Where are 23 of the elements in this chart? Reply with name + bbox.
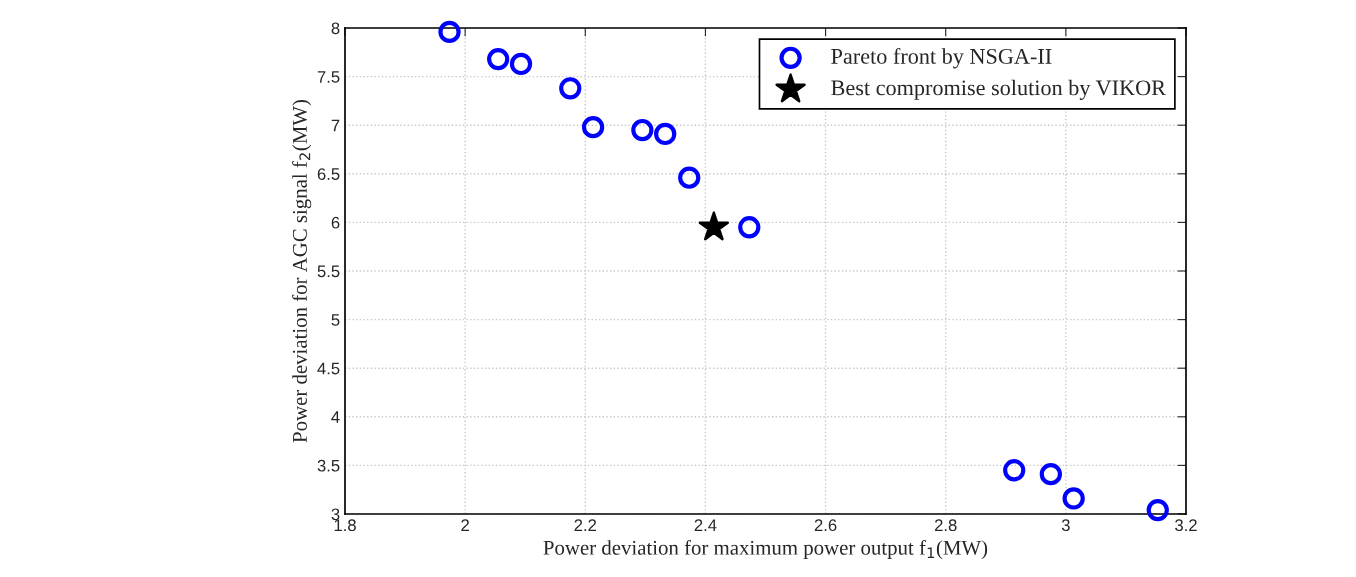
y-tick-label: 7 [331, 119, 340, 132]
y-tick-label: 7.5 [317, 71, 340, 83]
x-tick-label: 3.2 [1175, 519, 1197, 532]
y-tick-label: 6.5 [317, 168, 340, 180]
x-tick-label: 1.8 [334, 519, 356, 532]
y-tick-label: 5.5 [317, 265, 340, 278]
x-tick-label: 3 [1061, 519, 1070, 532]
x-axis-title: Power deviation for maximum power output f$_{1}$(MW) [543, 539, 988, 560]
x-tick-label: 2.2 [574, 519, 597, 531]
y-axis-title: Power deviation for AGC signal f$_{2}$(MW) [292, 100, 312, 443]
legend-label: Pareto front by NSGA-II [831, 48, 1052, 69]
y-tick-label: 3.5 [317, 459, 340, 472]
y-tick-label: 6 [331, 216, 340, 229]
x-tick-label: 2.6 [814, 519, 837, 532]
y-tick-label: 4.5 [317, 362, 340, 375]
x-tick-label: 2.8 [934, 519, 957, 532]
y-tick-label: 4 [331, 411, 340, 423]
y-tick-label: 8 [331, 22, 340, 35]
y-tick-label: 3 [331, 508, 340, 521]
y-tick-label: 5 [331, 314, 340, 326]
legend-label: Best compromise solution by VIKOR [831, 79, 1166, 100]
x-tick-label: 2.4 [694, 519, 717, 531]
x-tick-label: 2 [461, 519, 469, 531]
